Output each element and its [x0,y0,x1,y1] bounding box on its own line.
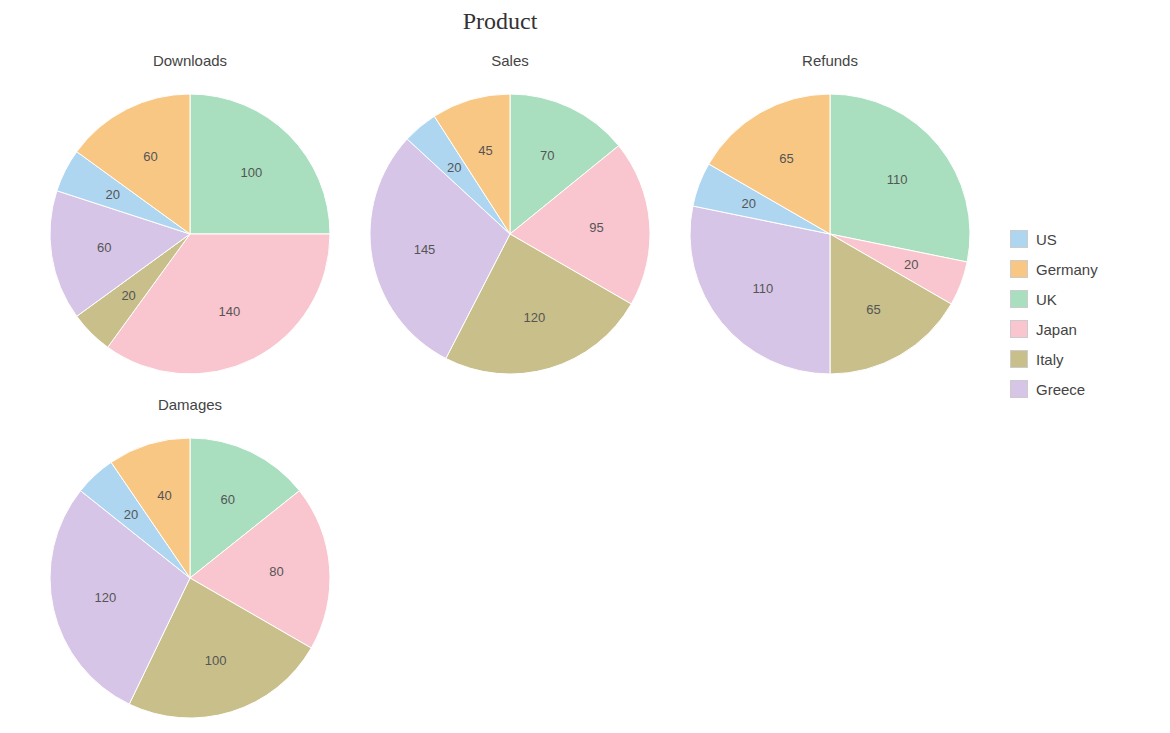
svg-text:100: 100 [241,165,263,180]
svg-text:120: 120 [524,310,546,325]
html-text:Product: Product [462,8,538,34]
svg-text:65: 65 [866,302,880,317]
svg-text:20: 20 [121,288,135,303]
svg-text:80: 80 [269,564,283,579]
svg-text:65: 65 [779,151,793,166]
html-text:Greece: Greece [1036,380,1086,398]
svg-text:70: 70 [540,148,554,163]
html-text:US: US [1036,230,1057,248]
html-text:Italy: Italy [1036,350,1064,368]
svg-text:60: 60 [220,492,234,507]
html-text:Damages: Damages [157,396,223,413]
svg-text:100: 100 [205,653,227,668]
html-text:Downloads: Downloads [152,52,228,69]
svg-text:60: 60 [97,240,111,255]
svg-text:20: 20 [124,507,138,522]
svg-text:120: 120 [95,590,117,605]
svg-text:110: 110 [752,281,773,296]
svg-text:45: 45 [478,143,492,158]
svg-text:60: 60 [143,149,157,164]
svg-text:95: 95 [589,220,603,235]
svg-text:40: 40 [157,488,171,503]
svg-text:140: 140 [219,304,241,319]
html-text:UK: UK [1036,290,1057,308]
html-text:Refunds: Refunds [802,52,858,69]
svg-text:20: 20 [447,160,461,175]
svg-text:20: 20 [742,196,756,211]
html-text:Germany: Germany [1036,260,1098,278]
svg-text:20: 20 [105,187,119,202]
svg-text:20: 20 [904,257,918,272]
svg-text:110: 110 [887,172,908,187]
html-text:Japan: Japan [1036,320,1077,338]
svg-text:145: 145 [414,242,436,257]
html-text:Sales: Sales [491,52,529,69]
